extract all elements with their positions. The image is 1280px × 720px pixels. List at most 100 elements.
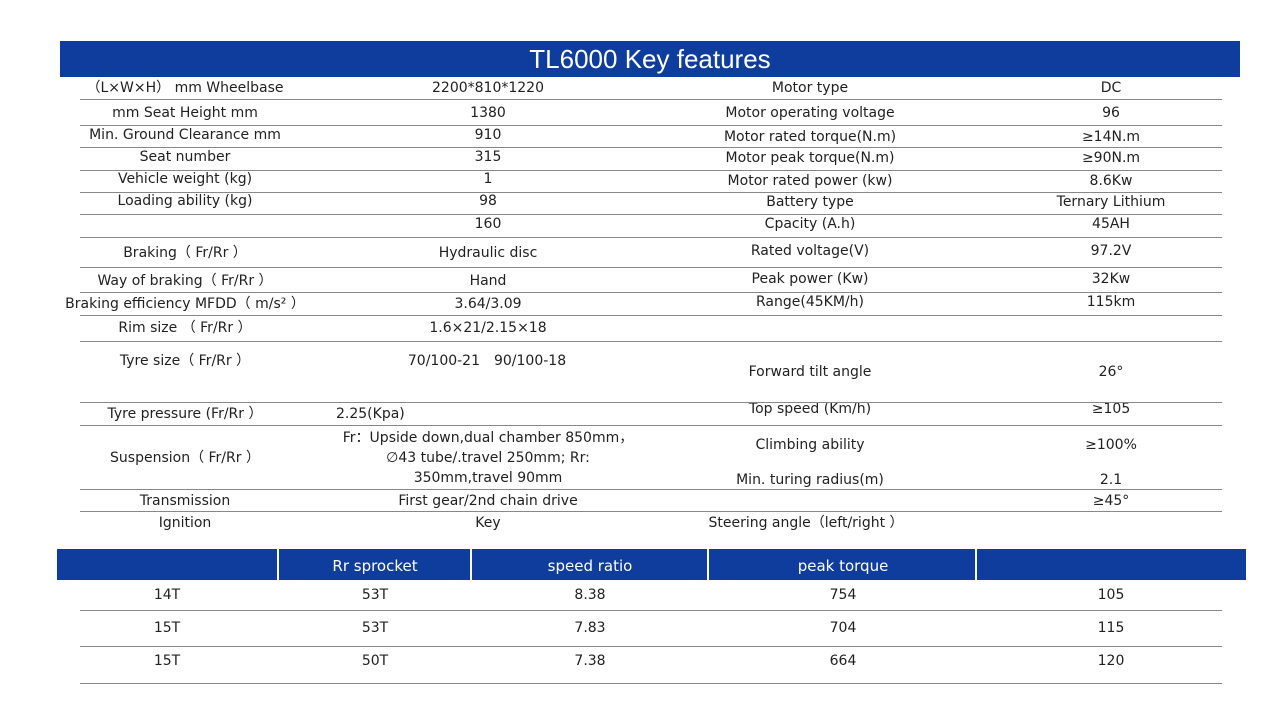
row-line xyxy=(80,610,1222,611)
spec-label: Transmission xyxy=(139,493,231,509)
spec-value: 1 xyxy=(483,171,493,187)
spec-label: Way of braking（ Fr/Rr ） xyxy=(97,273,273,289)
spec-value: Fr：Upside down,dual chamber 850mm，∅43 tu… xyxy=(342,430,634,486)
spec-value: 70/100-21 90/100-18 xyxy=(407,353,567,369)
row-line xyxy=(80,683,1222,684)
cell: 115 xyxy=(1097,620,1125,636)
column-header: Rr sprocket xyxy=(332,557,418,575)
spec-value: Key xyxy=(475,515,501,531)
cell: 50T xyxy=(361,653,389,669)
row-line xyxy=(80,147,1222,148)
spec-value: 96 xyxy=(1102,105,1120,121)
spec-value: ≥45° xyxy=(1092,493,1130,509)
spec-value: 97.2V xyxy=(1090,243,1132,259)
table-header-bar xyxy=(57,549,1246,580)
spec-value: 26° xyxy=(1098,364,1124,380)
title-bar: TL6000 Key features xyxy=(60,41,1240,77)
spec-value: 3.64/3.09 xyxy=(454,296,522,312)
spec-value: 115km xyxy=(1086,294,1136,310)
spec-value: 8.6Kw xyxy=(1089,173,1133,189)
spec-value: ≥100% xyxy=(1085,437,1137,453)
spec-label: Motor type xyxy=(771,80,849,96)
spec-label: Motor peak torque(N.m) xyxy=(725,150,895,166)
spec-value: ≥105 xyxy=(1091,401,1131,417)
spec-value: 2200*810*1220 xyxy=(432,80,544,96)
spec-value: ≥14N.m xyxy=(1081,129,1141,145)
column-header: peak torque xyxy=(797,557,889,575)
cell: 704 xyxy=(829,620,857,636)
spec-value: First gear/2nd chain drive xyxy=(398,493,578,509)
spec-label: Rated voltage(V) xyxy=(750,243,870,259)
spec-label: Braking efficiency MFDD（ m/s² ） xyxy=(65,296,305,312)
row-line xyxy=(80,267,1222,268)
spec-label: mm Seat Height mm xyxy=(112,105,258,121)
spec-label: Suspension（ Fr/Rr ） xyxy=(110,450,260,466)
row-line xyxy=(80,511,1222,512)
spec-value: Hydraulic disc xyxy=(438,245,538,261)
spec-value: 98 xyxy=(479,193,497,209)
spec-label: Braking（ Fr/Rr ） xyxy=(123,245,247,261)
row-line xyxy=(80,315,1222,316)
divider xyxy=(707,549,709,580)
divider xyxy=(470,549,472,580)
cell: 53T xyxy=(361,620,389,636)
cell: 664 xyxy=(829,653,857,669)
spec-label: Seat number xyxy=(139,149,231,165)
spec-label: Forward tilt angle xyxy=(748,364,872,380)
spec-label: Steering angle（left/right ） xyxy=(708,515,904,531)
row-line xyxy=(80,99,1222,100)
spec-label: Tyre pressure (Fr/Rr ） xyxy=(107,406,263,422)
spec-value: 2.25(Kpa) xyxy=(336,406,405,422)
spec-label: Motor rated torque(N.m) xyxy=(723,129,897,145)
spec-value: Hand xyxy=(469,273,507,289)
cell: 15T xyxy=(153,620,181,636)
cell: 105 xyxy=(1097,587,1125,603)
row-line xyxy=(80,214,1222,215)
cell: 754 xyxy=(829,587,857,603)
spec-value: Ternary Lithium xyxy=(1056,194,1166,210)
row-line xyxy=(80,125,1222,126)
spec-value: 2.1 xyxy=(1099,472,1123,488)
column-header: speed ratio xyxy=(547,557,633,575)
spec-value: 315 xyxy=(474,149,502,165)
spec-label: Min. turing radius(m) xyxy=(736,472,884,488)
cell: 7.83 xyxy=(574,620,606,636)
spec-label: Battery type xyxy=(766,194,854,210)
spec-label: Motor rated power (kw) xyxy=(727,173,893,189)
row-line xyxy=(80,170,1222,171)
spec-label: Cpacity (A.h) xyxy=(764,216,856,232)
row-line xyxy=(80,425,1222,426)
row-line xyxy=(80,646,1222,647)
cell: 15T xyxy=(153,653,181,669)
row-line xyxy=(80,341,1222,342)
spec-label: （L×W×H） mm Wheelbase xyxy=(86,80,284,96)
row-line xyxy=(80,292,1222,293)
spec-value: 910 xyxy=(474,127,502,143)
divider xyxy=(975,549,977,580)
cell: 7.38 xyxy=(574,653,606,669)
spec-label: Min. Ground Clearance mm xyxy=(89,127,281,143)
spec-label: Tyre size（ Fr/Rr ） xyxy=(119,353,251,369)
spec-label: Vehicle weight (kg) xyxy=(117,171,253,187)
spec-value: 32Kw xyxy=(1091,271,1131,287)
row-line xyxy=(80,192,1222,193)
spec-value: ≥90N.m xyxy=(1081,150,1141,166)
spec-value: DC xyxy=(1100,80,1122,96)
spec-label: Loading ability (kg) xyxy=(117,193,253,209)
spec-label: Range(45KM/h) xyxy=(756,294,864,310)
row-line xyxy=(80,489,1222,490)
row-line xyxy=(80,237,1222,238)
spec-label: Peak power (Kw) xyxy=(751,271,869,287)
divider xyxy=(277,549,279,580)
cell: 8.38 xyxy=(574,587,606,603)
spec-label: Top speed (Km/h) xyxy=(748,401,872,417)
cell: 120 xyxy=(1097,653,1125,669)
spec-value: 160 xyxy=(474,216,502,232)
spec-label: Motor operating voltage xyxy=(725,105,895,121)
spec-value: 1380 xyxy=(470,105,506,121)
cell: 53T xyxy=(361,587,389,603)
cell: 14T xyxy=(153,587,181,603)
spec-value: 45AH xyxy=(1092,216,1130,232)
spec-value: 1.6×21/2.15×18 xyxy=(429,320,547,336)
